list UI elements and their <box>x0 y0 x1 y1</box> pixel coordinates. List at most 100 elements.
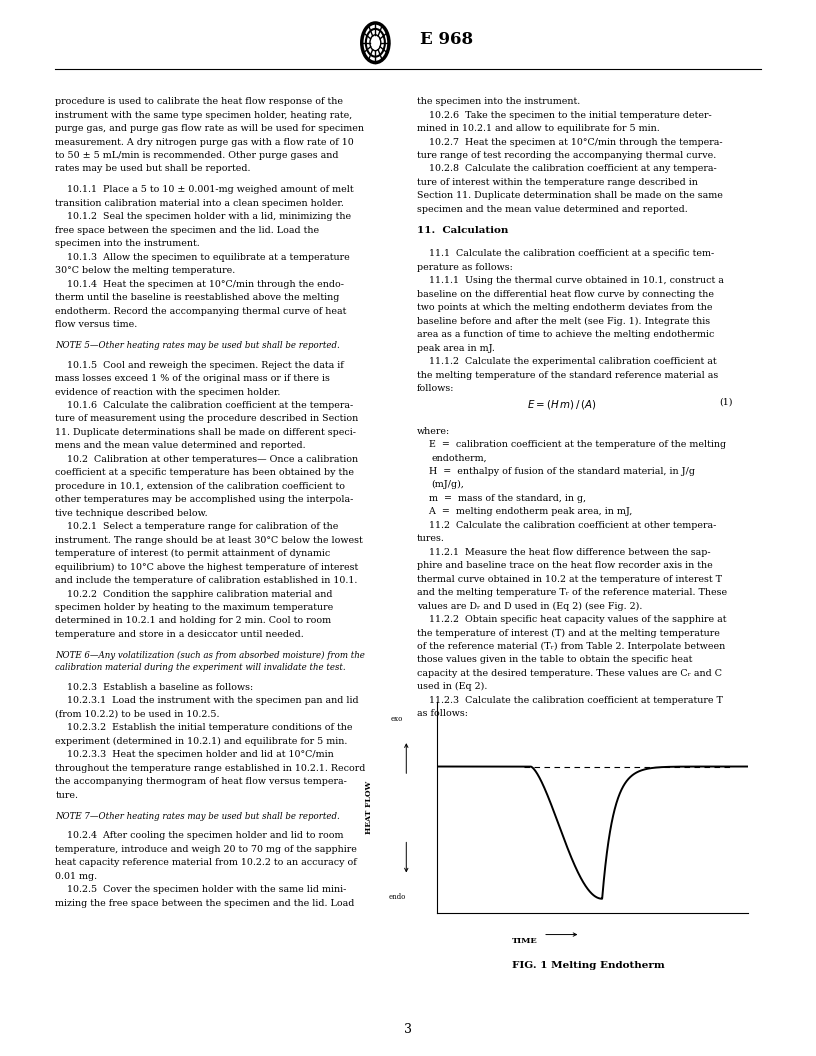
Text: procedure is used to calibrate the heat flow response of the: procedure is used to calibrate the heat … <box>55 97 344 107</box>
Text: 11.1.1  Using the thermal curve obtained in 10.1, construct a: 11.1.1 Using the thermal curve obtained … <box>417 277 724 285</box>
Text: temperature and store in a desiccator until needed.: temperature and store in a desiccator un… <box>55 630 304 639</box>
Text: ture range of test recording the accompanying thermal curve.: ture range of test recording the accompa… <box>417 151 716 161</box>
Text: flow versus time.: flow versus time. <box>55 320 138 329</box>
Text: purge gas, and purge gas flow rate as will be used for specimen: purge gas, and purge gas flow rate as wi… <box>55 125 365 133</box>
Text: 11.2  Calculate the calibration coefficient at other tempera-: 11.2 Calculate the calibration coefficie… <box>417 521 716 530</box>
Text: FIG. 1 Melting Endotherm: FIG. 1 Melting Endotherm <box>512 961 665 970</box>
Text: TIME: TIME <box>512 937 537 945</box>
Text: NOTE 6—Any volatilization (such as from absorbed moisture) from the: NOTE 6—Any volatilization (such as from … <box>55 650 366 660</box>
Text: used in (Eq 2).: used in (Eq 2). <box>417 682 487 692</box>
Text: 30°C below the melting temperature.: 30°C below the melting temperature. <box>55 266 236 276</box>
Text: 10.1.5  Cool and reweigh the specimen. Reject the data if: 10.1.5 Cool and reweigh the specimen. Re… <box>55 361 344 370</box>
Text: 10.1.1  Place a 5 to 10 ± 0.001-mg weighed amount of melt: 10.1.1 Place a 5 to 10 ± 0.001-mg weighe… <box>55 186 354 194</box>
Text: to 50 ± 5 mL/min is recommended. Other purge gases and: to 50 ± 5 mL/min is recommended. Other p… <box>55 151 339 161</box>
Text: capacity at the desired temperature. These values are Cᵣ and C: capacity at the desired temperature. The… <box>417 668 722 678</box>
Text: follows:: follows: <box>417 384 455 393</box>
Text: coefficient at a specific temperature has been obtained by the: coefficient at a specific temperature ha… <box>55 469 354 477</box>
Text: 11.1  Calculate the calibration coefficient at a specific tem-: 11.1 Calculate the calibration coefficie… <box>417 249 714 259</box>
Text: throughout the temperature range established in 10.2.1. Record: throughout the temperature range establi… <box>55 763 366 773</box>
Text: 10.2  Calibration at other temperatures— Once a calibration: 10.2 Calibration at other temperatures— … <box>55 455 358 464</box>
Text: the accompanying thermogram of heat flow versus tempera-: the accompanying thermogram of heat flow… <box>55 777 348 787</box>
Text: procedure in 10.1, extension of the calibration coefficient to: procedure in 10.1, extension of the cali… <box>55 482 345 491</box>
Text: baseline on the differential heat flow curve by connecting the: baseline on the differential heat flow c… <box>417 290 714 299</box>
Text: rates may be used but shall be reported.: rates may be used but shall be reported. <box>55 165 251 173</box>
Text: NOTE 7—Other heating rates may be used but shall be reported.: NOTE 7—Other heating rates may be used b… <box>55 812 340 821</box>
Text: baseline before and after the melt (see Fig. 1). Integrate this: baseline before and after the melt (see … <box>417 317 710 326</box>
Text: free space between the specimen and the lid. Load the: free space between the specimen and the … <box>55 226 320 234</box>
Text: (mJ/g),: (mJ/g), <box>432 480 464 490</box>
Text: (from 10.2.2) to be used in 10.2.5.: (from 10.2.2) to be used in 10.2.5. <box>55 710 220 719</box>
Text: 11. Duplicate determinations shall be made on different speci-: 11. Duplicate determinations shall be ma… <box>55 428 357 437</box>
Text: endo: endo <box>388 892 406 901</box>
Text: 0.01 mg.: 0.01 mg. <box>55 872 98 881</box>
Text: tures.: tures. <box>417 534 445 543</box>
Text: the melting temperature of the standard reference material as: the melting temperature of the standard … <box>417 371 718 380</box>
Text: as follows:: as follows: <box>417 710 468 718</box>
Text: where:: where: <box>417 427 450 435</box>
Text: of the reference material (Tᵣ) from Table 2. Interpolate between: of the reference material (Tᵣ) from Tabl… <box>417 642 725 652</box>
Text: endotherm. Record the accompanying thermal curve of heat: endotherm. Record the accompanying therm… <box>55 306 347 316</box>
Text: determined in 10.2.1 and holding for 2 min. Cool to room: determined in 10.2.1 and holding for 2 m… <box>55 617 331 625</box>
Text: 10.2.3.3  Heat the specimen holder and lid at 10°C/min: 10.2.3.3 Heat the specimen holder and li… <box>55 751 335 759</box>
Text: temperature of interest (to permit attainment of dynamic: temperature of interest (to permit attai… <box>55 549 330 559</box>
Text: 10.2.3.1  Load the instrument with the specimen pan and lid: 10.2.3.1 Load the instrument with the sp… <box>55 697 359 705</box>
Text: thermal curve obtained in 10.2 at the temperature of interest T: thermal curve obtained in 10.2 at the te… <box>417 574 722 584</box>
Text: experiment (determined in 10.2.1) and equilibrate for 5 min.: experiment (determined in 10.2.1) and eq… <box>55 737 348 746</box>
Text: values are Dᵣ and D used in (Eq 2) (see Fig. 2).: values are Dᵣ and D used in (Eq 2) (see … <box>417 602 642 610</box>
Text: therm until the baseline is reestablished above the melting: therm until the baseline is reestablishe… <box>55 294 339 302</box>
Text: 11.  Calculation: 11. Calculation <box>417 226 508 234</box>
Text: E  =  calibration coefficient at the temperature of the melting: E = calibration coefficient at the tempe… <box>417 440 726 449</box>
Text: specimen holder by heating to the maximum temperature: specimen holder by heating to the maximu… <box>55 603 334 612</box>
Text: $E = (H\,m)\,/\,(A)$: $E = (H\,m)\,/\,(A)$ <box>526 398 596 411</box>
Text: A  =  melting endotherm peak area, in mJ,: A = melting endotherm peak area, in mJ, <box>417 507 632 516</box>
Text: mens and the mean value determined and reported.: mens and the mean value determined and r… <box>55 441 306 451</box>
Text: 11.2.1  Measure the heat flow difference between the sap-: 11.2.1 Measure the heat flow difference … <box>417 548 711 557</box>
Text: specimen into the instrument.: specimen into the instrument. <box>55 240 200 248</box>
Text: specimen and the mean value determined and reported.: specimen and the mean value determined a… <box>417 205 688 214</box>
Text: evidence of reaction with the specimen holder.: evidence of reaction with the specimen h… <box>55 388 281 397</box>
Text: 10.2.2  Condition the sapphire calibration material and: 10.2.2 Condition the sapphire calibratio… <box>55 589 333 599</box>
Text: 10.2.3.2  Establish the initial temperature conditions of the: 10.2.3.2 Establish the initial temperatu… <box>55 723 353 733</box>
Text: H  =  enthalpy of fusion of the standard material, in J/g: H = enthalpy of fusion of the standard m… <box>417 467 695 476</box>
Text: calibration material during the experiment will invalidate the test.: calibration material during the experime… <box>55 663 346 673</box>
Text: the specimen into the instrument.: the specimen into the instrument. <box>417 97 580 107</box>
Text: instrument. The range should be at least 30°C below the lowest: instrument. The range should be at least… <box>55 535 363 545</box>
Text: 11.2.3  Calculate the calibration coefficient at temperature T: 11.2.3 Calculate the calibration coeffic… <box>417 696 723 704</box>
Text: 10.2.1  Select a temperature range for calibration of the: 10.2.1 Select a temperature range for ca… <box>55 523 339 531</box>
Text: ture.: ture. <box>55 791 78 799</box>
Text: mizing the free space between the specimen and the lid. Load: mizing the free space between the specim… <box>55 899 355 908</box>
Text: exo: exo <box>391 715 403 723</box>
Text: 10.1.3  Allow the specimen to equilibrate at a temperature: 10.1.3 Allow the specimen to equilibrate… <box>55 252 350 262</box>
Text: tive technique described below.: tive technique described below. <box>55 509 208 517</box>
Text: (1): (1) <box>720 398 733 407</box>
Text: 10.2.5  Cover the specimen holder with the same lid mini-: 10.2.5 Cover the specimen holder with th… <box>55 885 347 894</box>
Text: and the melting temperature Tᵣ of the reference material. These: and the melting temperature Tᵣ of the re… <box>417 588 727 597</box>
Text: those values given in the table to obtain the specific heat: those values given in the table to obtai… <box>417 656 692 664</box>
Text: 10.2.8  Calculate the calibration coefficient at any tempera-: 10.2.8 Calculate the calibration coeffic… <box>417 165 716 173</box>
Text: perature as follows:: perature as follows: <box>417 263 512 272</box>
Text: 10.2.3  Establish a baseline as follows:: 10.2.3 Establish a baseline as follows: <box>55 683 254 692</box>
Text: 10.1.2  Seal the specimen holder with a lid, minimizing the: 10.1.2 Seal the specimen holder with a l… <box>55 212 352 222</box>
Text: 11.2.2  Obtain specific heat capacity values of the sapphire at: 11.2.2 Obtain specific heat capacity val… <box>417 615 726 624</box>
Text: E 968: E 968 <box>420 31 473 49</box>
Text: mined in 10.2.1 and allow to equilibrate for 5 min.: mined in 10.2.1 and allow to equilibrate… <box>417 125 659 133</box>
Text: 3: 3 <box>404 1023 412 1036</box>
Text: mass losses exceed 1 % of the original mass or if there is: mass losses exceed 1 % of the original m… <box>55 374 330 383</box>
Text: 11.1.2  Calculate the experimental calibration coefficient at: 11.1.2 Calculate the experimental calibr… <box>417 357 716 366</box>
Text: 10.1.6  Calculate the calibration coefficient at the tempera-: 10.1.6 Calculate the calibration coeffic… <box>55 401 354 410</box>
Text: endotherm,: endotherm, <box>432 453 487 463</box>
Text: HEAT FLOW: HEAT FLOW <box>365 781 373 834</box>
Text: 10.2.7  Heat the specimen at 10°C/min through the tempera-: 10.2.7 Heat the specimen at 10°C/min thr… <box>417 137 723 147</box>
Text: equilibrium) to 10°C above the highest temperature of interest: equilibrium) to 10°C above the highest t… <box>55 563 359 571</box>
Text: NOTE 5—Other heating rates may be used but shall be reported.: NOTE 5—Other heating rates may be used b… <box>55 341 340 350</box>
Text: area as a function of time to achieve the melting endothermic: area as a function of time to achieve th… <box>417 331 714 339</box>
Text: transition calibration material into a clean specimen holder.: transition calibration material into a c… <box>55 199 344 208</box>
Text: temperature, introduce and weigh 20 to 70 mg of the sapphire: temperature, introduce and weigh 20 to 7… <box>55 845 357 854</box>
Text: instrument with the same type specimen holder, heating rate,: instrument with the same type specimen h… <box>55 111 353 119</box>
Text: m  =  mass of the standard, in g,: m = mass of the standard, in g, <box>417 494 586 503</box>
Text: heat capacity reference material from 10.2.2 to an accuracy of: heat capacity reference material from 10… <box>55 859 357 867</box>
Text: 10.1.4  Heat the specimen at 10°C/min through the endo-: 10.1.4 Heat the specimen at 10°C/min thr… <box>55 280 344 288</box>
Text: two points at which the melting endotherm deviates from the: two points at which the melting endother… <box>417 303 712 313</box>
Text: other temperatures may be accomplished using the interpola-: other temperatures may be accomplished u… <box>55 495 354 505</box>
Text: 10.2.6  Take the specimen to the initial temperature deter-: 10.2.6 Take the specimen to the initial … <box>417 111 712 119</box>
